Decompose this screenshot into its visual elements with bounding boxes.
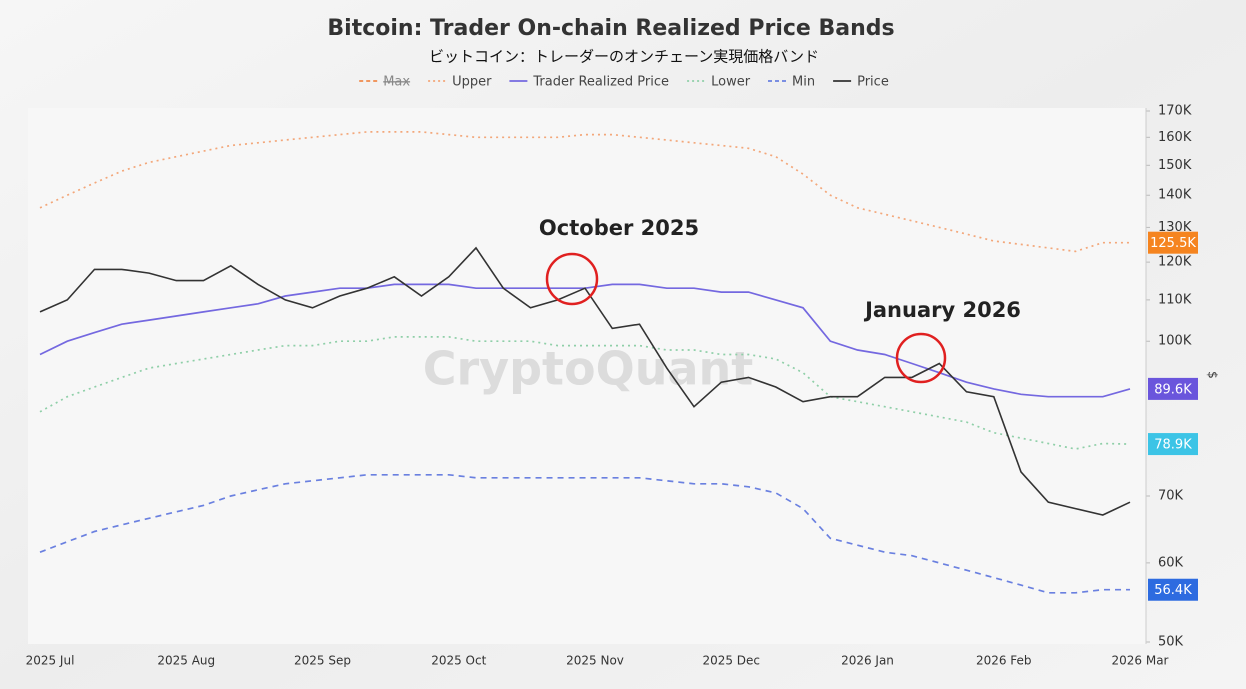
legend-label: Max — [383, 75, 410, 90]
x-tick-label: 2026 Feb — [976, 654, 1032, 668]
last-value-label: 125.5K — [1150, 236, 1196, 251]
x-tick-label: 2025 Dec — [702, 654, 760, 668]
legend-label: Trader Realized Price — [532, 75, 669, 90]
legend-label: Min — [792, 75, 815, 90]
y-tick-label: 150K — [1158, 158, 1192, 173]
series-line — [39, 473, 1130, 594]
legend-item[interactable]: Max — [359, 75, 410, 90]
last-value-badge — [1148, 231, 1198, 254]
last-value-badge — [1148, 578, 1198, 601]
annotation: January 2026 — [863, 298, 1021, 322]
legend-item[interactable]: Upper — [428, 75, 492, 90]
highlight-circle — [895, 332, 947, 384]
last-value-badge — [1148, 377, 1198, 400]
x-tick-label: 2026 Mar — [1112, 654, 1169, 668]
y-tick-label: 100K — [1158, 334, 1192, 349]
last-value-label: 89.6K — [1154, 382, 1192, 397]
chart-title: Bitcoin: Trader On-chain Realized Price … — [327, 16, 894, 41]
y-tick-label: 160K — [1158, 130, 1192, 145]
legend-item[interactable]: Lower — [687, 75, 751, 90]
y-tick-label: 110K — [1158, 292, 1192, 307]
legend-label: Upper — [452, 75, 492, 90]
plot-area — [28, 108, 1146, 644]
legend: Max Upper Trader Realized Price Lower Min Pri… — [359, 75, 889, 90]
x-tick-label: 2026 Jan — [841, 654, 894, 668]
y-axis-label: $ — [1206, 371, 1220, 379]
legend-item[interactable]: Trader Realized Price — [509, 75, 669, 90]
x-tick-label: 2025 Oct — [431, 654, 486, 668]
y-tick-label: 50K — [1158, 635, 1184, 650]
legend-item[interactable]: Min — [768, 75, 815, 90]
y-tick-label: 140K — [1158, 188, 1192, 203]
x-tick-label: 2025 Aug — [157, 654, 215, 668]
series-line — [39, 246, 1131, 516]
series-line — [39, 131, 1130, 253]
highlight-circle — [545, 252, 599, 306]
y-tick-label: 60K — [1158, 555, 1184, 570]
y-tick-label: 170K — [1158, 104, 1192, 119]
y-tick-label: 120K — [1158, 255, 1192, 270]
chart-subtitle: ビットコイン：トレーダーのオンチェーン実現価格バンド — [429, 48, 819, 66]
legend-label: Lower — [711, 75, 751, 90]
y-tick-label: 70K — [1158, 489, 1184, 504]
legend-item[interactable]: Price — [833, 75, 889, 90]
annotation: October 2025 — [539, 216, 699, 240]
x-tick-label: 2025 Jul — [26, 654, 75, 668]
last-value-badge — [1148, 433, 1198, 456]
last-value-label: 56.4K — [1154, 583, 1192, 598]
watermark: CryptoQuant — [423, 342, 754, 396]
last-value-label: 78.9K — [1154, 438, 1192, 453]
y-tick-label: 130K — [1158, 220, 1192, 235]
x-tick-label: 2025 Sep — [294, 654, 351, 668]
plot: 50K 60K 70K 100K 110K 120K 130K 140K 150K 160K 170… — [26, 104, 1198, 668]
legend-label: Price — [857, 75, 889, 90]
x-tick-label: 2025 Nov — [566, 654, 624, 668]
